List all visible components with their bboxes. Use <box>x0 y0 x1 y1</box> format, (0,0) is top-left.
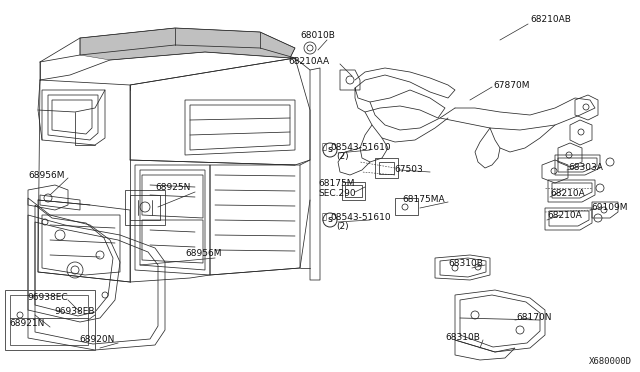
Text: 96938EB: 96938EB <box>54 308 95 317</box>
Text: Ⓢ: Ⓢ <box>322 212 327 221</box>
Text: 67870M: 67870M <box>493 80 529 90</box>
Text: 68921N: 68921N <box>9 320 44 328</box>
Text: S: S <box>328 147 333 153</box>
Text: 96938EC: 96938EC <box>27 292 68 301</box>
Text: 68956M: 68956M <box>185 248 221 257</box>
Text: 68210AB: 68210AB <box>530 16 571 25</box>
Text: 68010B: 68010B <box>300 32 335 41</box>
Text: X680000D: X680000D <box>589 357 632 366</box>
Text: 68210AA: 68210AA <box>288 58 329 67</box>
Text: 67503: 67503 <box>394 164 423 173</box>
Text: 68170N: 68170N <box>516 312 552 321</box>
Text: 68956M: 68956M <box>28 170 65 180</box>
Text: S: S <box>328 217 333 223</box>
Text: (2): (2) <box>336 153 349 161</box>
Text: 68210A: 68210A <box>547 212 582 221</box>
Text: 68310B: 68310B <box>445 333 480 341</box>
Polygon shape <box>80 28 295 60</box>
Text: 69109M: 69109M <box>591 202 627 212</box>
Text: 68175MA: 68175MA <box>402 195 445 203</box>
Text: 08543-51610: 08543-51610 <box>330 212 390 221</box>
Text: 08543-51610: 08543-51610 <box>330 142 390 151</box>
Text: 68210A: 68210A <box>550 189 585 198</box>
Text: SEC.290: SEC.290 <box>318 189 356 199</box>
Text: Ⓢ: Ⓢ <box>322 142 327 151</box>
Text: 68303A: 68303A <box>568 163 603 171</box>
Text: 68920N: 68920N <box>79 336 115 344</box>
Text: 68925N: 68925N <box>155 183 190 192</box>
Text: 68310B: 68310B <box>448 259 483 267</box>
Text: 68175M: 68175M <box>318 180 355 189</box>
Text: (2): (2) <box>336 222 349 231</box>
